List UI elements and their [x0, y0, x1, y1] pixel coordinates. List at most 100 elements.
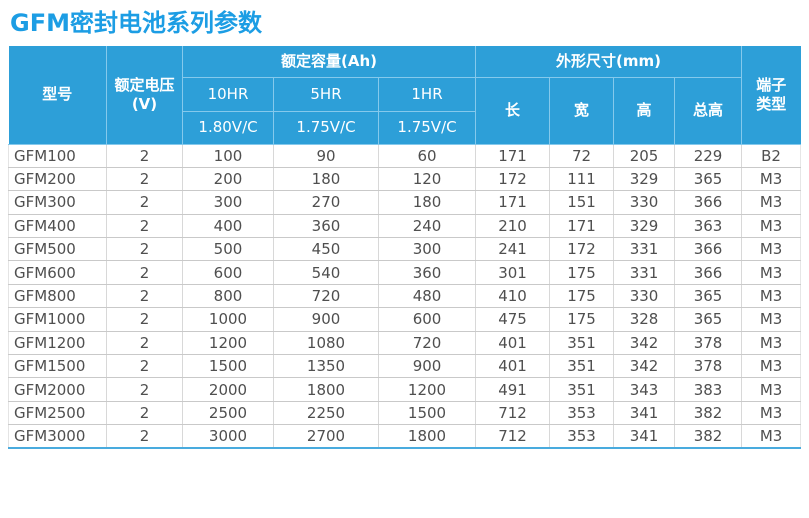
- value-cell: 720: [273, 284, 379, 309]
- value-cell: 365: [674, 167, 743, 192]
- value-cell: M3: [741, 237, 802, 262]
- terminal-label-line2: 类型: [756, 94, 787, 113]
- value-cell: 205: [613, 144, 676, 168]
- value-cell: 383: [674, 377, 743, 402]
- col-header-5hr-cutoff: 1.75V/C: [273, 110, 379, 145]
- value-cell: 2: [106, 354, 183, 379]
- value-cell: 151: [549, 190, 615, 215]
- model-cell: GFM3000: [8, 424, 107, 449]
- value-cell: 401: [475, 331, 551, 356]
- table-row: GFM2000 2 2000 1800 1200 491 351 343 383 M3: [8, 377, 802, 402]
- value-cell: 410: [475, 284, 551, 309]
- value-cell: 712: [475, 401, 551, 426]
- value-cell: 351: [549, 354, 615, 379]
- value-cell: 175: [549, 284, 615, 309]
- value-cell: 800: [182, 284, 274, 309]
- value-cell: M3: [741, 190, 802, 215]
- value-cell: 382: [674, 401, 743, 426]
- value-cell: 172: [475, 167, 551, 192]
- value-cell: 360: [273, 214, 379, 239]
- value-cell: 475: [475, 307, 551, 332]
- value-cell: 200: [182, 167, 274, 192]
- value-cell: 2: [106, 190, 183, 215]
- model-cell: GFM300: [8, 190, 107, 215]
- table-row: GFM1000 2 1000 900 600 475 175 328 365 M3: [8, 307, 802, 332]
- col-group-dimensions: 外形尺寸(mm): [475, 46, 743, 78]
- table-header: 型号 额定电压 (V) 额定容量(Ah) 外形尺寸(mm) 端子 类型 10HR…: [8, 46, 801, 145]
- value-cell: 2: [106, 377, 183, 402]
- value-cell: 540: [273, 260, 379, 285]
- table-row: GFM500 2 500 450 300 241 172 331 366 M3: [8, 237, 802, 262]
- header-row-groups: 型号 额定电压 (V) 额定容量(Ah) 外形尺寸(mm) 端子 类型: [8, 46, 801, 145]
- value-cell: 120: [378, 167, 477, 192]
- terminal-label-line1: 端子: [756, 76, 787, 94]
- value-cell: M3: [741, 331, 802, 356]
- value-cell: 353: [549, 424, 615, 449]
- value-cell: 491: [475, 377, 551, 402]
- table-row: GFM300 2 300 270 180 171 151 330 366 M3: [8, 190, 802, 215]
- value-cell: 1500: [182, 354, 274, 379]
- value-cell: 600: [182, 260, 274, 285]
- value-cell: 2: [106, 237, 183, 262]
- value-cell: 450: [273, 237, 379, 262]
- value-cell: M3: [741, 424, 802, 449]
- value-cell: 378: [674, 331, 743, 356]
- value-cell: 342: [613, 331, 676, 356]
- model-cell: GFM800: [8, 284, 107, 309]
- value-cell: 353: [549, 401, 615, 426]
- value-cell: 328: [613, 307, 676, 332]
- value-cell: 330: [613, 190, 676, 215]
- value-cell: 1200: [378, 377, 477, 402]
- value-cell: 342: [613, 354, 676, 379]
- value-cell: 341: [613, 401, 676, 426]
- value-cell: M3: [741, 260, 802, 285]
- value-cell: 2500: [182, 401, 274, 426]
- value-cell: 366: [674, 190, 743, 215]
- value-cell: 3000: [182, 424, 274, 449]
- model-cell: GFM1000: [8, 307, 107, 332]
- value-cell: 2: [106, 401, 183, 426]
- value-cell: 100: [182, 144, 274, 168]
- value-cell: 1500: [378, 401, 477, 426]
- value-cell: 111: [549, 167, 615, 192]
- value-cell: 365: [674, 284, 743, 309]
- value-cell: 330: [613, 284, 676, 309]
- value-cell: 171: [549, 214, 615, 239]
- col-header-total-height: 总高: [674, 76, 743, 145]
- col-header-length: 长: [475, 76, 551, 145]
- value-cell: 2: [106, 214, 183, 239]
- value-cell: 712: [475, 424, 551, 449]
- value-cell: 270: [273, 190, 379, 215]
- value-cell: 240: [378, 214, 477, 239]
- value-cell: 366: [674, 237, 743, 262]
- voltage-label-line2: (V): [131, 94, 158, 113]
- value-cell: 180: [273, 167, 379, 192]
- value-cell: 1080: [273, 331, 379, 356]
- model-cell: GFM2000: [8, 377, 107, 402]
- value-cell: 400: [182, 214, 274, 239]
- value-cell: 329: [613, 167, 676, 192]
- value-cell: 480: [378, 284, 477, 309]
- value-cell: 363: [674, 214, 743, 239]
- value-cell: 900: [378, 354, 477, 379]
- table-row: GFM1500 2 1500 1350 900 401 351 342 378 M3: [8, 354, 802, 379]
- value-cell: 60: [378, 144, 477, 168]
- value-cell: 1000: [182, 307, 274, 332]
- value-cell: 401: [475, 354, 551, 379]
- value-cell: 1800: [378, 424, 477, 449]
- model-cell: GFM200: [8, 167, 107, 192]
- col-header-width: 宽: [549, 76, 615, 145]
- value-cell: 2000: [182, 377, 274, 402]
- col-header-height: 高: [613, 76, 676, 145]
- value-cell: 171: [475, 190, 551, 215]
- value-cell: 241: [475, 237, 551, 262]
- value-cell: 331: [613, 237, 676, 262]
- model-cell: GFM100: [8, 144, 107, 168]
- value-cell: 720: [378, 331, 477, 356]
- value-cell: 341: [613, 424, 676, 449]
- table-row: GFM3000 2 3000 2700 1800 712 353 341 382 M3: [8, 424, 802, 449]
- value-cell: 351: [549, 331, 615, 356]
- col-header-1hr: 1HR: [377, 76, 477, 112]
- table-row: GFM100 2 100 90 60 171 72 205 229 B2: [8, 144, 802, 168]
- value-cell: 360: [378, 260, 477, 285]
